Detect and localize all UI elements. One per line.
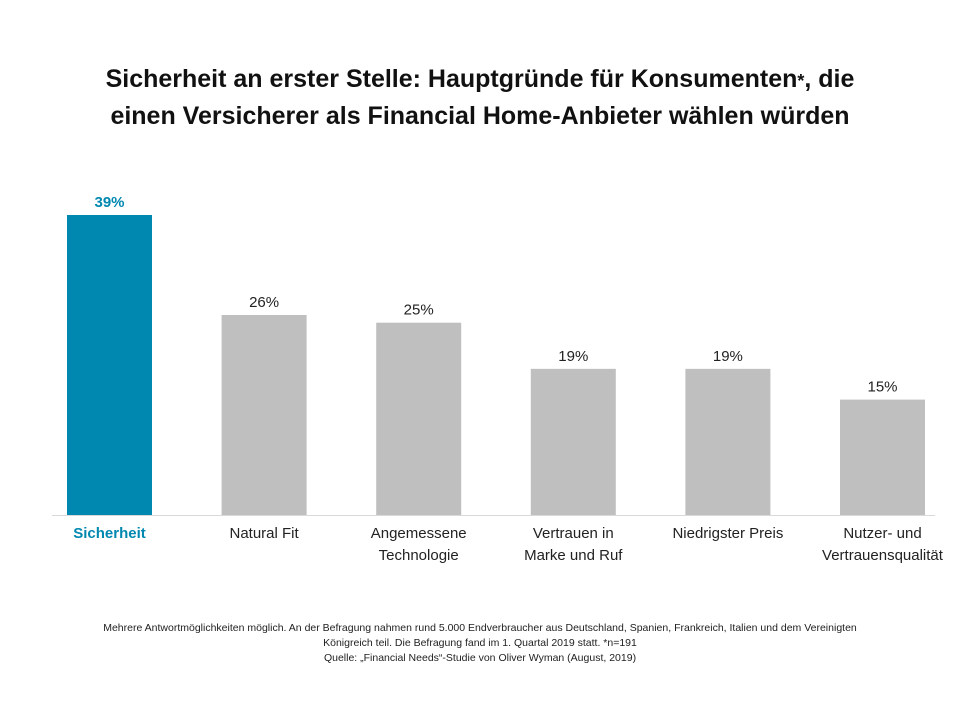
footnote-line-1: Mehrere Antwortmöglichkeiten möglich. An… xyxy=(103,622,857,634)
chart-title: Sicherheit an erster Stelle: Hauptgründe… xyxy=(40,62,920,134)
bar-1 xyxy=(221,315,307,515)
category-label-3-line-1: Marke und Ruf xyxy=(524,547,623,564)
bar-5 xyxy=(840,399,925,515)
category-label-5: Nutzer- und Vertrauensqualität xyxy=(822,525,944,564)
footnote-source: Quelle: „Financial Needs“-Studie von Oli… xyxy=(323,652,637,664)
category-label-0-line-0: Sicherheit xyxy=(73,525,146,542)
category-label-2-line-1: Technologie xyxy=(379,547,459,564)
value-label-2: 25% xyxy=(404,302,434,319)
chart-title-line-1: Sicherheit an erster Stelle: Hauptgründe… xyxy=(40,62,920,99)
category-label-0: Sicherheit xyxy=(73,525,146,542)
category-label-5-line-1: Vertrauensqualität xyxy=(822,547,944,564)
chart-title-line-1-text: Sicherheit an erster Stelle: Hauptgründe… xyxy=(105,65,798,93)
category-label-2-line-0: Angemessene xyxy=(371,525,467,542)
bar-0 xyxy=(67,215,152,515)
category-label-5-line-0: Nutzer- und xyxy=(843,525,921,542)
chart-title-line-2: einen Versicherer als Financial Home-Anb… xyxy=(110,102,850,130)
category-label-1-line-0: Natural Fit xyxy=(230,525,300,542)
footnote: Mehrere Antwortmöglichkeiten möglich. An… xyxy=(40,621,920,666)
value-label-0: 39% xyxy=(94,194,124,211)
bar-4 xyxy=(685,368,771,515)
category-label-3-line-0: Vertrauen in xyxy=(533,525,614,542)
value-label-3: 19% xyxy=(558,348,588,365)
value-label-1: 26% xyxy=(249,294,279,311)
category-label-4-line-0: Niedrigster Preis xyxy=(672,525,783,542)
value-label-4: 19% xyxy=(713,348,743,365)
category-label-2: Angemessene Technologie xyxy=(371,525,467,564)
footnote-line-2: Königreich teil. Die Befragung fand im 1… xyxy=(323,637,637,649)
bar-3 xyxy=(530,368,616,515)
category-label-4: Niedrigster Preis xyxy=(672,525,783,542)
value-label-5: 15% xyxy=(867,379,897,396)
chart-title-line-1-end: , die xyxy=(804,65,855,93)
category-label-3: Vertrauen in Marke und Ruf xyxy=(524,525,623,564)
category-label-1: Natural Fit xyxy=(230,525,300,542)
bar-2 xyxy=(376,322,462,515)
chart-title-asterisk: * xyxy=(797,71,805,91)
